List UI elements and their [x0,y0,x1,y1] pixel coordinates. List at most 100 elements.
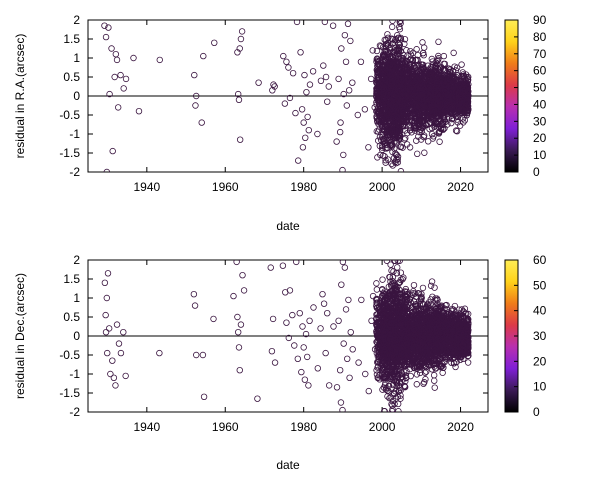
data-point [384,156,392,163]
data-point [283,58,290,65]
data-point [336,128,344,136]
data-point [416,108,423,116]
data-point [435,38,442,46]
data-point [415,106,422,113]
data-point [255,79,262,86]
data-point [106,90,113,98]
y-tick-label: 1.5 [63,32,80,46]
data-point [415,92,422,99]
data-point [396,20,403,26]
data-point [193,92,200,100]
data-point [379,118,386,125]
data-point [399,55,407,62]
data-point [374,154,381,161]
data-point [373,99,380,106]
x-axis-label: date [276,219,300,233]
data-point [410,63,418,70]
data-point [379,144,386,151]
data-point [339,166,346,172]
data-point [379,126,387,134]
y-axis-label: residual in Dec.(arcsec) [13,273,27,399]
data-point [387,73,394,80]
data-point [349,79,356,86]
data-point [411,118,419,125]
y-tick-label: 2 [73,13,80,27]
data-point [387,64,394,72]
data-point [380,138,388,145]
data-point [389,20,396,24]
colorbar [504,19,519,173]
data-point [388,23,396,31]
data-point [376,42,384,49]
data-point [101,22,108,29]
data-point [389,53,396,60]
x-tick-label: 1940 [133,420,160,434]
data-point [156,56,163,64]
data-point [300,119,307,126]
data-point [236,136,244,143]
colorbar-tick-label: 40 [533,97,547,111]
data-point [418,128,425,135]
data-point [379,83,386,91]
data-point [340,90,347,98]
data-point [387,82,395,90]
data-point [389,114,397,121]
data-point [198,119,205,126]
data-point [304,113,311,121]
data-point [238,28,246,35]
x-axis-label: date [276,458,300,472]
data-point [103,168,111,172]
y-tick-label: 1 [73,51,80,65]
colorbar-tick-label: 20 [533,131,547,145]
data-point [440,52,448,60]
data-point [379,102,387,109]
data-point [386,137,394,144]
data-point [408,129,415,136]
data-point [357,58,365,65]
data-point [338,45,345,52]
data-point [389,148,396,156]
data-point [411,79,418,86]
data-point [289,69,297,77]
data-point [280,52,287,60]
data-point [298,106,306,113]
data-point [404,85,411,92]
data-point [415,116,422,124]
data-point [416,118,423,126]
data-point [419,100,426,107]
data-point [285,64,292,71]
data-point [379,66,387,74]
data-point [406,144,414,151]
data-point [108,45,115,52]
data-point [200,52,207,60]
data-point [401,36,409,43]
data-point [417,84,425,92]
y-tick-label: -1 [69,127,80,141]
data-point [413,96,420,103]
data-point [392,77,399,84]
data-point [345,87,353,94]
colorbar-tick-label: 60 [533,64,547,78]
data-point [414,150,421,158]
data-point [337,119,344,126]
data-point [347,37,354,45]
data-point [412,57,419,64]
x-tick-label: 1960 [212,180,239,194]
data-point [113,56,121,64]
data-point [418,66,425,74]
data-point [322,73,330,81]
data-point [382,37,390,44]
data-point [388,93,395,100]
data-point [102,33,110,41]
data-point [361,106,369,113]
colorbar-tick-label: 80 [533,30,547,44]
y-tick-label: -0.5 [59,108,80,122]
y-tick-label: 0.5 [63,70,80,84]
data-point [419,118,426,125]
data-point [120,85,127,92]
colorbar-tick-label: 50 [533,81,547,95]
data-point [305,126,312,134]
data-point [382,40,390,48]
